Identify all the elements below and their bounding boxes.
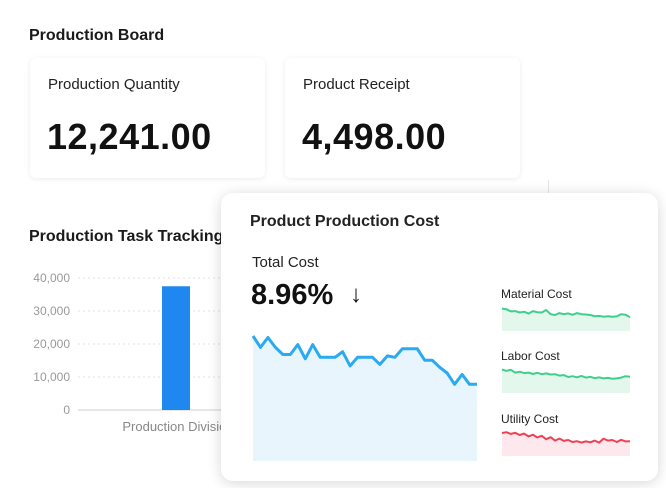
product-production-cost-panel: Product Production Cost Total Cost 8.96%… xyxy=(221,193,658,481)
utility-cost-line xyxy=(501,431,631,444)
y-tick-label: 30,000 xyxy=(33,304,70,318)
utility-cost-label: Utility Cost xyxy=(501,412,559,426)
total-cost-label: Total Cost xyxy=(252,254,319,271)
labor-cost-label: Labor Cost xyxy=(501,349,560,363)
material-cost-area xyxy=(502,308,630,331)
labor-cost-line xyxy=(501,368,631,380)
task-tracking-bar-chart[interactable]: 0 10,000 20,000 30,000 40,000 Production Divi… xyxy=(0,250,240,450)
y-tick-label: 10,000 xyxy=(33,370,70,384)
labor-cost-sparkline[interactable] xyxy=(501,365,631,393)
material-cost-line xyxy=(501,307,631,319)
material-cost-label: Material Cost xyxy=(501,287,572,301)
kpi-card-product-receipt[interactable]: Product Receipt 4,498.00 xyxy=(285,58,520,178)
material-cost-sparkline[interactable] xyxy=(501,303,631,331)
total-cost-trend-chart[interactable] xyxy=(251,319,479,461)
background-card-edge xyxy=(548,180,664,195)
kpi-label: Product Receipt xyxy=(303,76,410,93)
task-tracking-title: Production Task Tracking xyxy=(29,228,224,245)
cost-panel-title: Product Production Cost xyxy=(250,213,440,230)
kpi-label: Production Quantity xyxy=(48,76,180,93)
y-tick-label: 0 xyxy=(63,403,70,417)
total-cost-line xyxy=(251,335,477,386)
kpi-value: 4,498.00 xyxy=(302,116,447,157)
y-tick-label: 40,000 xyxy=(33,271,70,285)
arrow-down-icon: ↓ xyxy=(350,281,362,308)
kpi-value: 12,241.00 xyxy=(47,116,212,157)
board-title: Production Board xyxy=(29,27,165,44)
x-category-label: Production Division xyxy=(122,419,233,434)
y-tick-label: 20,000 xyxy=(33,337,70,351)
total-cost-percent: 8.96% xyxy=(251,279,334,311)
total-cost-area xyxy=(253,336,477,461)
labor-cost-area xyxy=(502,369,630,393)
bar[interactable] xyxy=(162,286,190,410)
utility-cost-sparkline[interactable] xyxy=(501,428,631,456)
kpi-card-production-quantity[interactable]: Production Quantity 12,241.00 xyxy=(30,58,265,178)
utility-cost-area xyxy=(502,432,630,456)
